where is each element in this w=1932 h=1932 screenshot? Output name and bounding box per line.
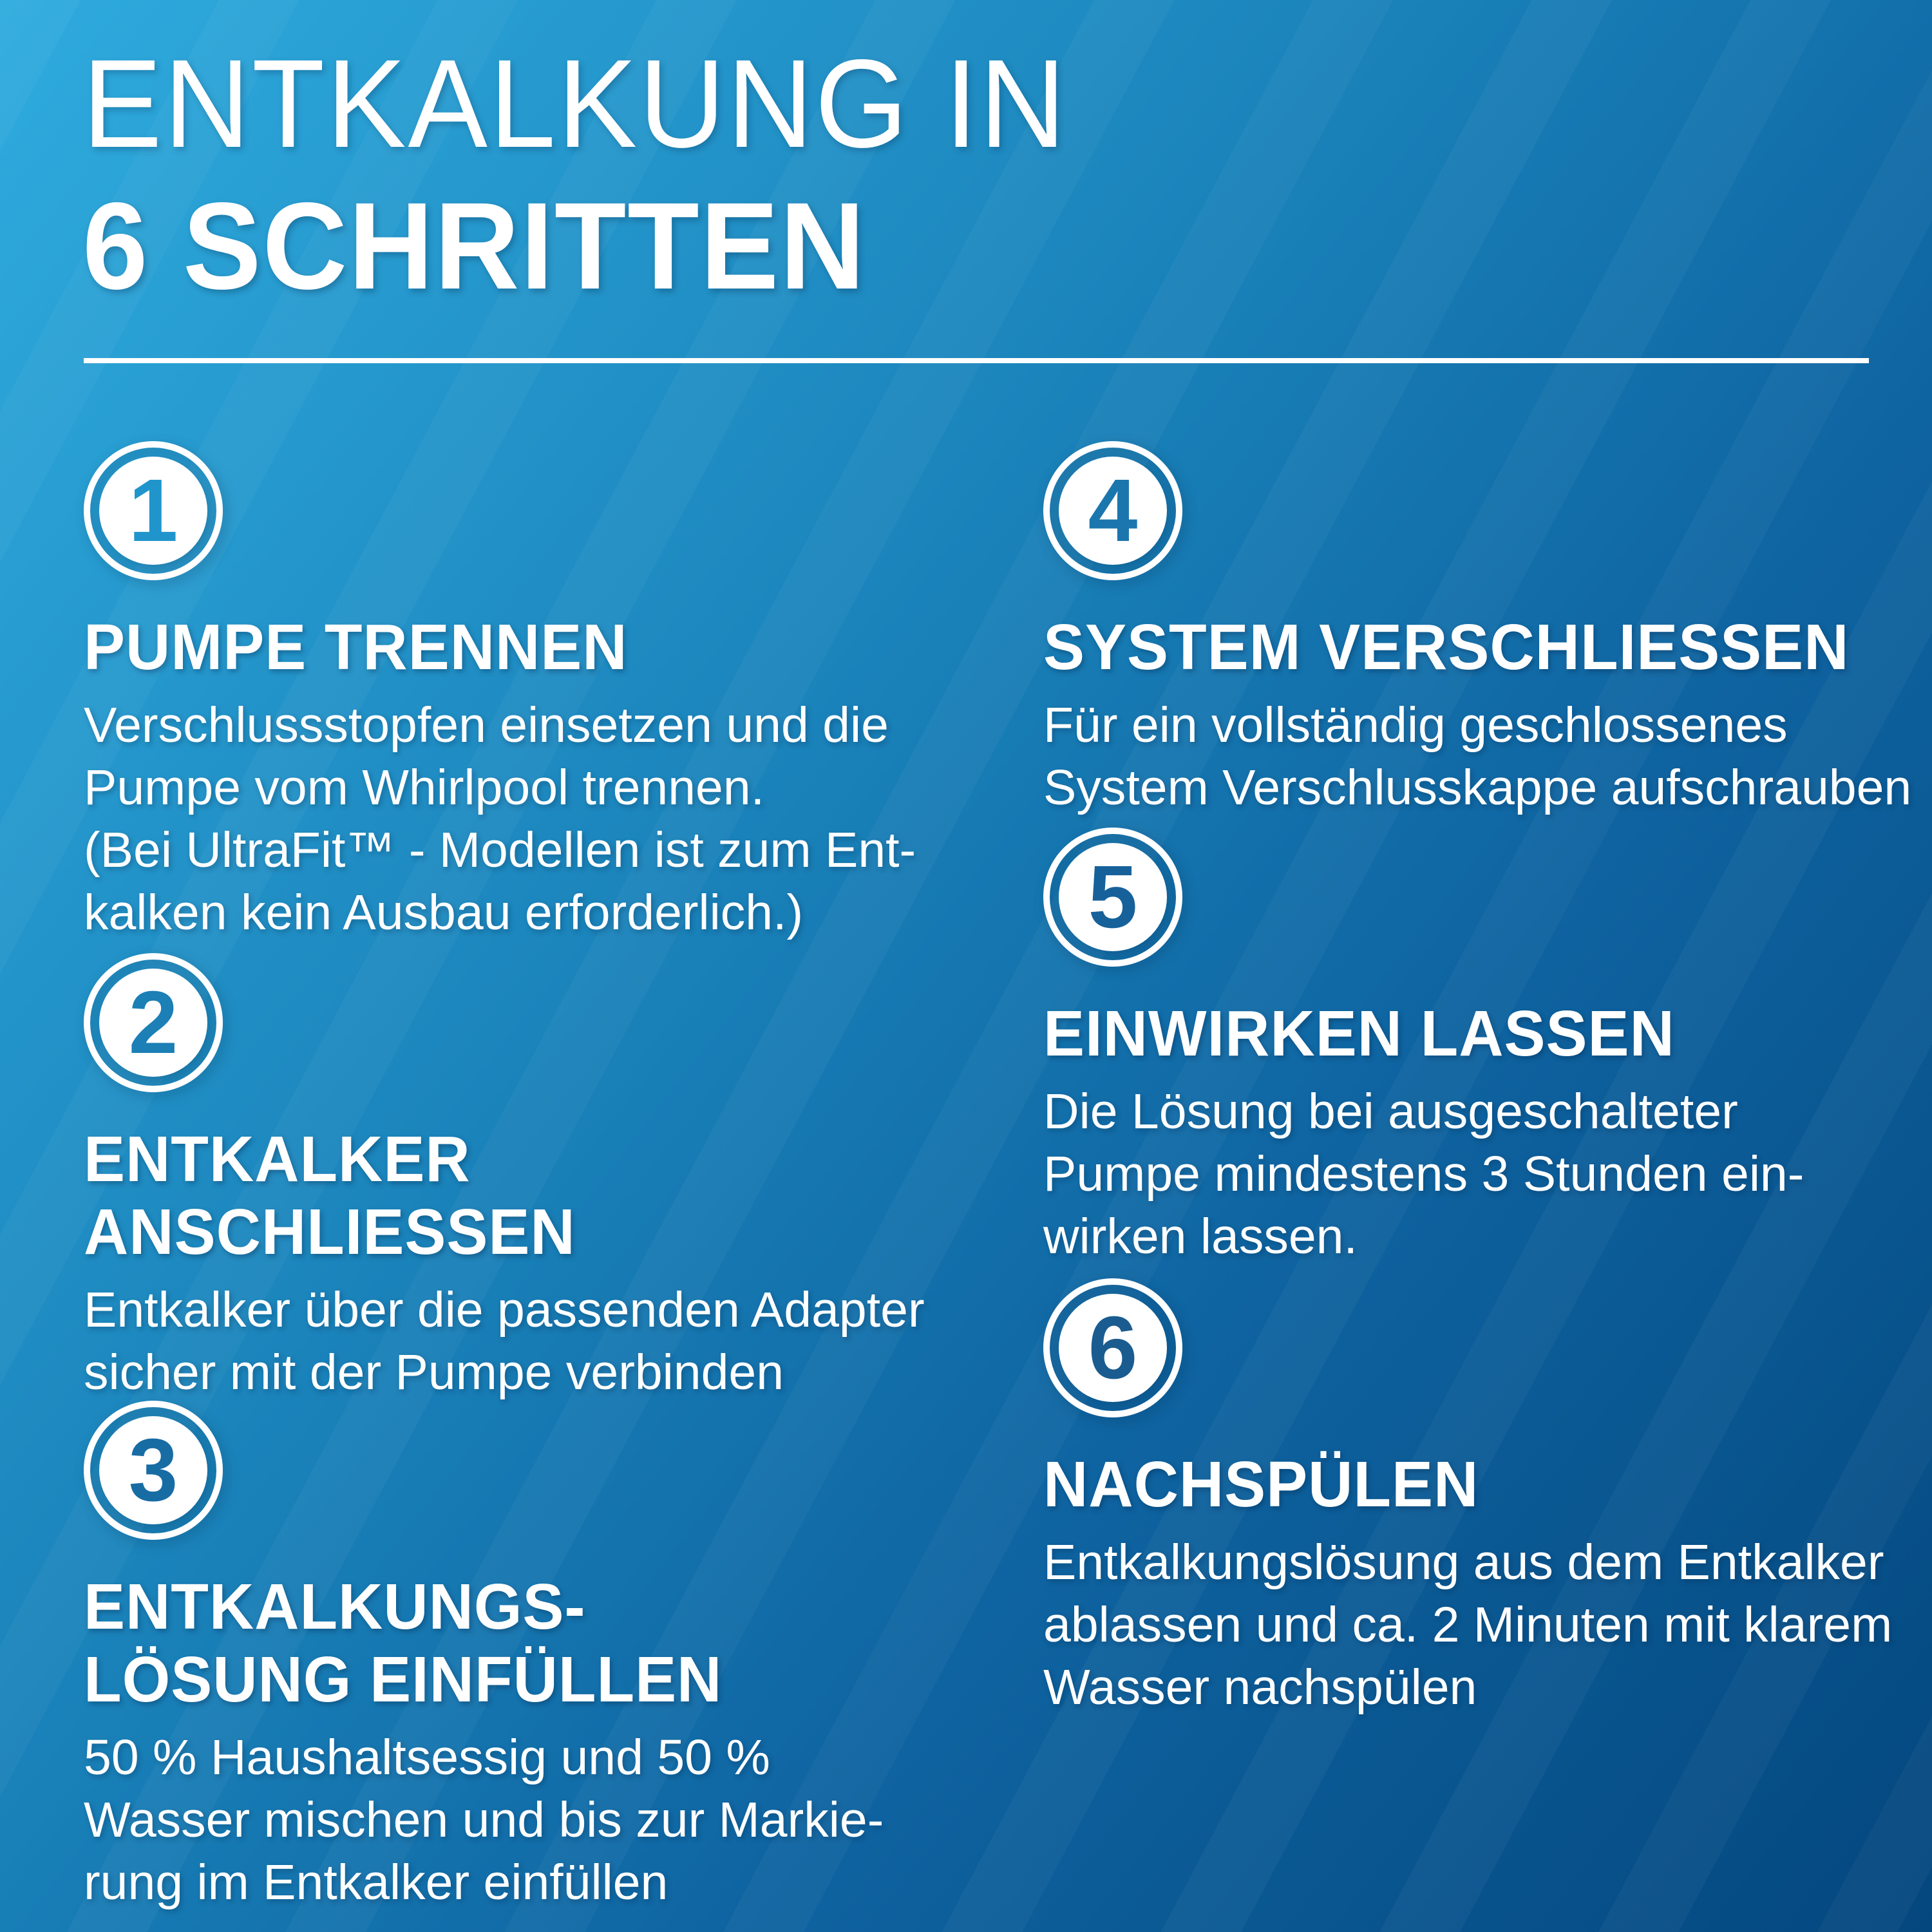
step-body-line: Pumpe vom Whirlpool trennen. — [84, 760, 765, 816]
step-heading-line: EINWIRKEN LASSEN — [1043, 998, 1675, 1070]
step-body-line: (Bei UltraFit™ - Modellen ist zum Ent- — [84, 822, 916, 878]
step-body-line: Entkalker über die passenden Adapter — [84, 1282, 925, 1338]
step-body-line: Wasser nachspülen — [1043, 1660, 1477, 1716]
step-3-number: 3 — [128, 1421, 178, 1520]
step-2-description: Entkalker über die passenden Adapter sic… — [84, 1279, 1005, 1404]
step-body-line: Verschlussstopfen einsetzen und die — [84, 697, 889, 753]
step-1-number-badge-inner: 1 — [99, 457, 207, 565]
step-3-number-badge-inner: 3 — [99, 1416, 207, 1524]
step-body-line: sicher mit der Pumpe verbinden — [84, 1345, 784, 1401]
step-heading-line: NACHSPÜLEN — [1043, 1448, 1479, 1520]
page-title: ENTKALKUNG IN 6 SCHRITTEN — [82, 31, 1119, 315]
step-body-line: System Verschlusskappe aufschrauben — [1043, 760, 1912, 816]
step-body-line: Pumpe mindestens 3 Stunden ein- — [1043, 1146, 1804, 1202]
step-2-heading: ENTKALKER ANSCHLIESSEN — [84, 1123, 1005, 1269]
step-4-heading: SYSTEM VERSCHLIESSEN — [1043, 611, 1906, 684]
step-4: 4 SYSTEM VERSCHLIESSEN Für ein vollständ… — [1043, 441, 1912, 819]
step-4-number-badge-inner: 4 — [1059, 457, 1167, 565]
step-2-number-badge-inner: 2 — [99, 969, 207, 1077]
step-body-line: Entkalkungslösung aus dem Entkalker — [1043, 1535, 1884, 1590]
step-6-description: Entkalkungslösung aus dem Entkalker abla… — [1043, 1531, 1913, 1719]
step-6: 6 NACHSPÜLEN Entkalkungslösung aus dem E… — [1043, 1278, 1913, 1719]
step-6-number-badge-inner: 6 — [1059, 1294, 1167, 1402]
step-4-number-badge: 4 — [1043, 441, 1182, 580]
step-heading-line: ENTKALKER — [84, 1123, 471, 1195]
step-5-heading: EINWIRKEN LASSEN — [1043, 998, 1906, 1070]
step-5-number: 5 — [1088, 848, 1138, 947]
step-2: 2 ENTKALKER ANSCHLIESSEN Entkalker über … — [84, 953, 1005, 1404]
step-1-number-badge: 1 — [84, 441, 223, 580]
step-3-heading: ENTKALKUNGS- LÖSUNG EINFÜLLEN — [84, 1571, 1018, 1716]
step-body-line: 50 % Haushaltsessig und 50 % — [84, 1730, 770, 1785]
step-body-line: Die Lösung bei ausgeschalteter — [1043, 1084, 1738, 1139]
step-5-number-badge-inner: 5 — [1059, 843, 1167, 951]
step-body-line: rung im Entkalker einfüllen — [84, 1855, 668, 1911]
step-heading-line: PUMPE TRENNEN — [84, 611, 628, 683]
step-6-number: 6 — [1088, 1298, 1138, 1397]
step-body-line: wirken lassen. — [1043, 1209, 1358, 1265]
step-1-number: 1 — [128, 461, 178, 560]
step-2-number-badge: 2 — [84, 953, 223, 1092]
step-6-number-badge: 6 — [1043, 1278, 1182, 1417]
step-2-number: 2 — [128, 973, 178, 1072]
page-title-line1: ENTKALKUNG IN — [82, 33, 1068, 174]
step-3: 3 ENTKALKUNGS- LÖSUNG EINFÜLLEN 50 % Hau… — [84, 1401, 1018, 1914]
step-6-heading: NACHSPÜLEN — [1043, 1448, 1913, 1521]
step-5-number-badge: 5 — [1043, 828, 1182, 967]
step-3-number-badge: 3 — [84, 1401, 223, 1540]
step-body-line: Für ein vollständig geschlossenes — [1043, 697, 1788, 753]
step-heading-line: ENTKALKUNGS- — [84, 1571, 586, 1643]
step-1: 1 PUMPE TRENNEN Verschlussstopfen einset… — [84, 441, 1005, 944]
step-1-heading: PUMPE TRENNEN — [84, 611, 1005, 684]
step-5-description: Die Lösung bei ausgeschalteter Pumpe min… — [1043, 1081, 1906, 1268]
step-1-description: Verschlussstopfen einsetzen und die Pump… — [84, 694, 1005, 944]
step-4-number: 4 — [1088, 461, 1138, 560]
title-divider-line — [84, 358, 1869, 363]
step-body-line: kalken kein Ausbau erforderlich.) — [84, 885, 804, 941]
step-heading-line: ANSCHLIESSEN — [84, 1196, 576, 1268]
step-4-description: Für ein vollständig geschlossenes System… — [1043, 694, 1912, 819]
step-3-description: 50 % Haushaltsessig und 50 % Wasser misc… — [84, 1727, 1018, 1914]
step-body-line: Wasser mischen und bis zur Markie- — [84, 1792, 884, 1848]
page-title-line2: 6 SCHRITTEN — [82, 176, 866, 316]
step-heading-line: SYSTEM VERSCHLIESSEN — [1043, 611, 1850, 683]
step-5: 5 EINWIRKEN LASSEN Die Lösung bei ausges… — [1043, 828, 1906, 1268]
step-body-line: ablassen und ca. 2 Minuten mit klarem — [1043, 1597, 1893, 1653]
step-heading-line: LÖSUNG EINFÜLLEN — [84, 1643, 723, 1716]
